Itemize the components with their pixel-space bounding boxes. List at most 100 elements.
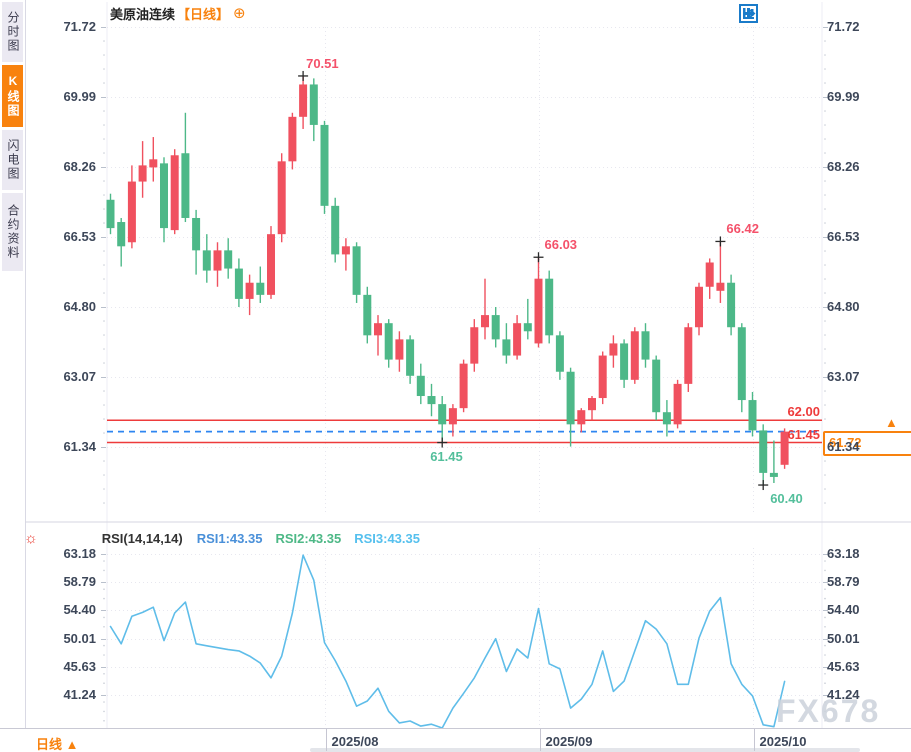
rsi-minor-tick [103, 710, 105, 713]
candle [192, 209, 201, 275]
candle [759, 424, 768, 486]
candle [780, 428, 789, 469]
candle [341, 238, 350, 271]
y-axis-minor-tick [103, 152, 105, 154]
sidebar-item-1[interactable]: 分时图 [2, 2, 23, 62]
price-annotation: 66.42 [726, 221, 759, 237]
y-axis-minor-tick [103, 250, 105, 252]
current-price-value: 61.72 [829, 435, 862, 450]
y-axis-minor-tick [103, 432, 105, 434]
instrument-title: 美原油连续 [110, 7, 176, 22]
candle [459, 359, 468, 413]
y-axis-minor-tick [824, 54, 826, 56]
rsi-indicator-name[interactable]: RSI(14,14,14) [101, 531, 183, 546]
rsi-minor-tick [103, 626, 105, 628]
sidebar-item-3[interactable]: 闪电图 [2, 130, 23, 190]
candle [673, 379, 682, 429]
chart-header: 美原油连续 【日线】 ⊕ [110, 4, 246, 23]
candle [448, 404, 457, 437]
candle [117, 217, 126, 267]
rsi-axis-label: 54.40 [827, 601, 860, 617]
y-axis-minor-tick [103, 390, 105, 392]
y-axis-minor-tick [824, 194, 826, 196]
y-axis-minor-tick [103, 68, 105, 70]
candle [331, 197, 340, 263]
candle [652, 355, 661, 421]
rsi-settings-icon[interactable]: ☼ [24, 530, 38, 547]
y-axis-minor-tick [824, 474, 826, 476]
sidebar-item-2[interactable]: K线图 [2, 65, 23, 127]
y-axis-minor-tick [824, 362, 826, 364]
rsi-minor-tick [824, 616, 826, 619]
candle [202, 234, 211, 283]
y-axis-minor-tick [103, 404, 105, 406]
y-axis-label: 64.80 [63, 298, 96, 314]
y-axis-minor-tick [103, 348, 105, 350]
candle [170, 149, 179, 235]
candle [630, 327, 639, 384]
y-axis-minor-tick [103, 334, 105, 336]
y-axis-minor-tick [824, 264, 826, 266]
y-axis-minor-tick [824, 40, 826, 42]
candle [256, 266, 265, 303]
candle [491, 307, 500, 348]
y-axis-minor-tick [103, 138, 105, 140]
rsi-header: ☼ RSI(14,14,14) RSI1:43.35 RSI2:43.35 RS… [24, 530, 433, 547]
collapse-right-icon[interactable] [739, 4, 824, 23]
candle [641, 323, 650, 368]
y-axis-label: 69.99 [63, 88, 96, 104]
candle [545, 270, 554, 344]
candle [684, 323, 693, 392]
y-axis-label: 68.26 [827, 158, 860, 174]
x-axis-scrollbar[interactable] [310, 748, 860, 752]
y-axis-minor-tick [824, 418, 826, 420]
y-axis-minor-tick [103, 82, 105, 84]
sidebar: 分时图 K线图闪电图合约资料 [0, 0, 26, 752]
y-axis-minor-tick [103, 418, 105, 420]
watermark: FX678 [776, 693, 881, 729]
candle [234, 258, 243, 307]
x-axis-tick [539, 729, 541, 751]
candle [598, 351, 607, 405]
y-axis-minor-tick [824, 404, 826, 406]
add-indicator-icon[interactable]: ⊕ [233, 5, 246, 22]
candle [309, 78, 318, 142]
y-axis-minor-tick [103, 502, 105, 504]
period-tag[interactable]: 【日线】 [177, 7, 230, 22]
candle [748, 391, 757, 437]
rsi3-value: RSI3:43.35 [354, 531, 420, 546]
y-axis-label: 63.07 [63, 368, 96, 384]
rsi-minor-tick [824, 701, 826, 703]
y-axis-minor-tick [103, 54, 105, 56]
y-axis-label: 71.72 [63, 18, 96, 34]
period-selector[interactable]: 日线 ▲ [36, 737, 79, 752]
sidebar-item-4[interactable]: 合约资料 [2, 193, 23, 271]
rsi-minor-tick [103, 682, 105, 684]
y-axis-label: 66.53 [63, 228, 96, 244]
y-axis-minor-tick [824, 250, 826, 252]
y-axis-minor-tick [824, 180, 826, 182]
price-line-label: 61.45 [787, 426, 820, 442]
y-axis-minor-tick [103, 180, 105, 182]
candle [609, 335, 618, 368]
candle [481, 278, 489, 340]
rsi-minor-tick [103, 701, 105, 703]
candle [555, 331, 564, 380]
y-axis-minor-tick [824, 208, 826, 210]
candle [288, 112, 297, 170]
price-annotation: 61.45 [430, 448, 463, 464]
candle [160, 157, 168, 243]
candle [363, 286, 372, 344]
candle [138, 141, 147, 198]
rsi-minor-tick [103, 560, 105, 562]
y-axis-minor-tick [103, 40, 105, 42]
rsi-axis-label: 58.79 [827, 573, 860, 589]
rsi-axis-label: 50.01 [63, 630, 96, 646]
rsi-minor-tick [103, 597, 105, 600]
y-axis-label: 71.72 [827, 18, 860, 34]
candle [695, 282, 703, 336]
candle [438, 396, 447, 443]
y-axis-minor-tick [824, 320, 826, 322]
candle [566, 367, 575, 447]
